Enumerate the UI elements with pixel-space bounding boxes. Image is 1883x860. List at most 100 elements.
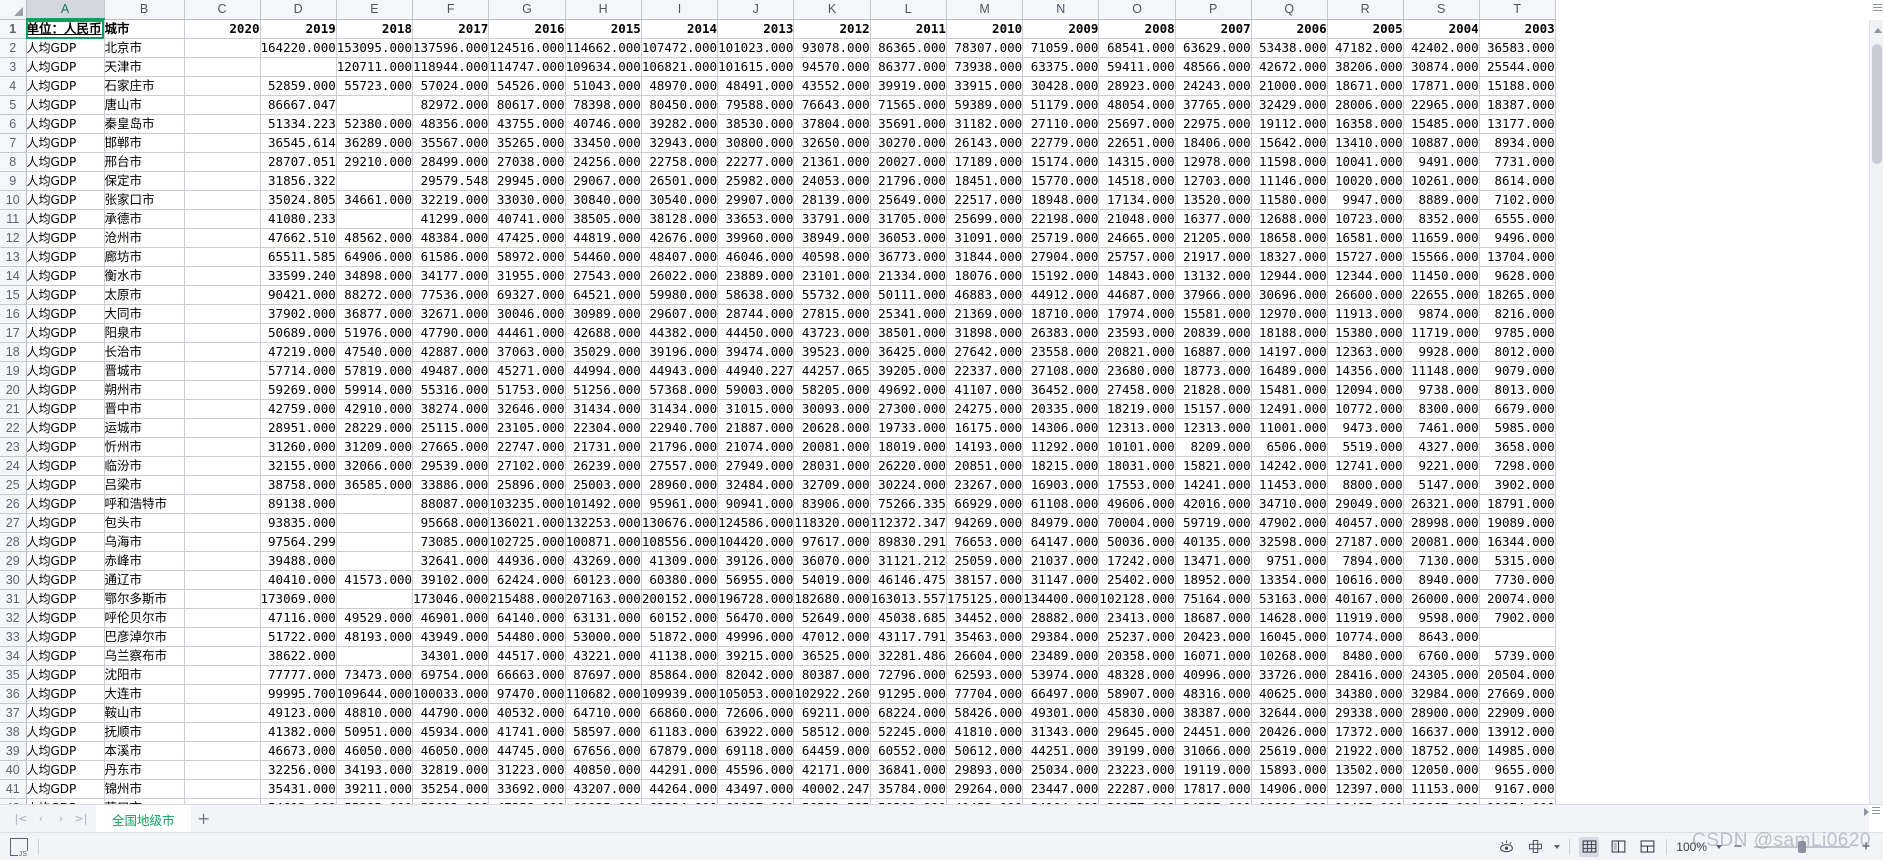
cell-value[interactable]: 44790.000: [412, 703, 490, 723]
cell-value[interactable]: 36585.000: [336, 475, 414, 495]
cell-value[interactable]: 7298.000: [1479, 456, 1556, 476]
cell-value[interactable]: 17553.000: [1098, 475, 1176, 495]
column-year-header-2010[interactable]: 2010: [946, 19, 1024, 39]
cell-value[interactable]: 11153.000: [1403, 779, 1480, 799]
cell-value[interactable]: 136021.000: [488, 513, 566, 533]
table-row[interactable]: 25 人均GDP 吕梁市 38758.000 36585.000 33886.000 258…: [0, 475, 1556, 495]
cell-value[interactable]: 32256.000: [260, 760, 337, 780]
cell-value[interactable]: 44291.000: [641, 760, 719, 780]
cell-value[interactable]: 26321.000: [1403, 494, 1480, 514]
cell-value[interactable]: 13410.000: [1327, 133, 1404, 153]
cell-value[interactable]: 9655.000: [1479, 760, 1556, 780]
cell-city-name[interactable]: 长治市: [104, 342, 185, 362]
cell-value[interactable]: 37902.000: [260, 304, 337, 324]
cell-indicator[interactable]: 人均GDP: [26, 133, 105, 153]
cell-value[interactable]: 26143.000: [946, 133, 1024, 153]
cell-value[interactable]: 14315.000: [1098, 152, 1176, 172]
cell-value[interactable]: 163013.557: [870, 589, 947, 609]
cell-value[interactable]: 14241.000: [1175, 475, 1252, 495]
cell-value[interactable]: 29067.000: [565, 171, 642, 191]
row-header-22[interactable]: 22: [0, 418, 27, 438]
cell-indicator[interactable]: 人均GDP: [26, 475, 105, 495]
scroll-up-arrow-icon[interactable]: [1874, 28, 1882, 33]
cell-value[interactable]: 9473.000: [1327, 418, 1404, 438]
cell-value[interactable]: 15192.000: [1022, 266, 1100, 286]
cell-value[interactable]: 43755.000: [488, 114, 566, 134]
cell-value[interactable]: 10774.000: [1327, 627, 1404, 647]
table-row[interactable]: 41 人均GDP 锦州市 35431.000 39211.000 35254.000 336…: [0, 779, 1556, 799]
cell-value[interactable]: 15893.000: [1251, 760, 1328, 780]
cell-value[interactable]: 11146.000: [1251, 171, 1328, 191]
cell-value[interactable]: 25003.000: [565, 475, 642, 495]
cell-value[interactable]: 57819.000: [336, 361, 414, 381]
cell-value[interactable]: 7461.000: [1403, 418, 1480, 438]
cell-value[interactable]: 46883.000: [946, 285, 1024, 305]
cell-value[interactable]: 20335.000: [1022, 399, 1100, 419]
cell-value[interactable]: 7102.000: [1479, 190, 1556, 210]
cell-value[interactable]: 32650.000: [793, 133, 871, 153]
cell-indicator[interactable]: 人均GDP: [26, 114, 105, 134]
cell-value[interactable]: 30800.000: [717, 133, 795, 153]
cell-value[interactable]: 18076.000: [946, 266, 1024, 286]
cell-value[interactable]: 97617.000: [793, 532, 871, 552]
cell-value[interactable]: 34301.000: [412, 646, 490, 666]
cell-value[interactable]: 3902.000: [1479, 475, 1556, 495]
cell-value[interactable]: 59003.000: [717, 380, 795, 400]
cell-value[interactable]: 63234.000: [641, 798, 719, 804]
cell-value[interactable]: [336, 589, 414, 609]
cell-value[interactable]: 67879.000: [641, 741, 719, 761]
move-icon[interactable]: [1525, 837, 1545, 857]
cell-city-name[interactable]: 承德市: [104, 209, 185, 229]
cell-value[interactable]: 57714.000: [260, 361, 337, 381]
cell-value[interactable]: 106821.000: [641, 57, 719, 77]
cell-value[interactable]: 14242.000: [1251, 456, 1328, 476]
cell-value[interactable]: 48054.000: [1098, 95, 1176, 115]
cell-value[interactable]: 12741.000: [1327, 456, 1404, 476]
cell-value[interactable]: 49487.000: [412, 361, 490, 381]
cell-value[interactable]: 18752.000: [1403, 741, 1480, 761]
row-header-16[interactable]: 16: [0, 304, 27, 324]
cell-value[interactable]: 35265.000: [488, 133, 566, 153]
cell-value[interactable]: 42676.000: [641, 228, 719, 248]
cell-value[interactable]: 26600.000: [1327, 285, 1404, 305]
column-header-k[interactable]: K: [793, 0, 871, 20]
cell-value[interactable]: [184, 589, 261, 609]
cell-value[interactable]: 196728.000: [717, 589, 795, 609]
row-header-11[interactable]: 11: [0, 209, 27, 229]
cell-value[interactable]: 8889.000: [1403, 190, 1480, 210]
cell-value[interactable]: 59389.000: [946, 95, 1024, 115]
cell-value[interactable]: 11719.000: [1403, 323, 1480, 343]
cell-value[interactable]: 40746.000: [565, 114, 642, 134]
cell-value[interactable]: 7894.000: [1327, 551, 1404, 571]
cell-value[interactable]: 15188.000: [1479, 76, 1556, 96]
cell-value[interactable]: 22517.000: [946, 190, 1024, 210]
table-row[interactable]: 22 人均GDP 运城市 28951.000 28229.000 25115.000 231…: [0, 418, 1556, 438]
column-header-h[interactable]: H: [565, 0, 642, 20]
cell-value[interactable]: 22940.700: [641, 418, 719, 438]
cell-value[interactable]: 12944.000: [1251, 266, 1328, 286]
cell-value[interactable]: 39102.000: [412, 570, 490, 590]
cell-value[interactable]: 5147.000: [1403, 475, 1480, 495]
cell-value[interactable]: 44251.000: [1022, 741, 1100, 761]
cell-value[interactable]: 11148.000: [1403, 361, 1480, 381]
cell-value[interactable]: 124516.000: [488, 38, 566, 58]
cell-value[interactable]: 17974.000: [1098, 304, 1176, 324]
cell-value[interactable]: 21887.000: [717, 418, 795, 438]
column-year-header-2020[interactable]: 2020: [184, 19, 261, 39]
cell-value[interactable]: 56955.000: [717, 570, 795, 590]
cell-value[interactable]: 20426.000: [1251, 722, 1328, 742]
cell-value[interactable]: 13177.000: [1479, 114, 1556, 134]
cell-value[interactable]: 29049.000: [1327, 494, 1404, 514]
cell-value[interactable]: 39282.000: [641, 114, 719, 134]
cell-value[interactable]: 50111.000: [870, 285, 947, 305]
cell-city-name[interactable]: 晋城市: [104, 361, 185, 381]
cell-value[interactable]: 19089.000: [1479, 513, 1556, 533]
cell-value[interactable]: 11450.000: [1403, 266, 1480, 286]
cell-value[interactable]: 21796.000: [870, 171, 947, 191]
cell-value[interactable]: 33030.000: [488, 190, 566, 210]
cell-value[interactable]: 118944.000: [412, 57, 490, 77]
row-header-9[interactable]: 9: [0, 171, 27, 191]
zoom-dropdown-caret-icon[interactable]: [1716, 844, 1722, 849]
cell-value[interactable]: 23889.000: [717, 266, 795, 286]
